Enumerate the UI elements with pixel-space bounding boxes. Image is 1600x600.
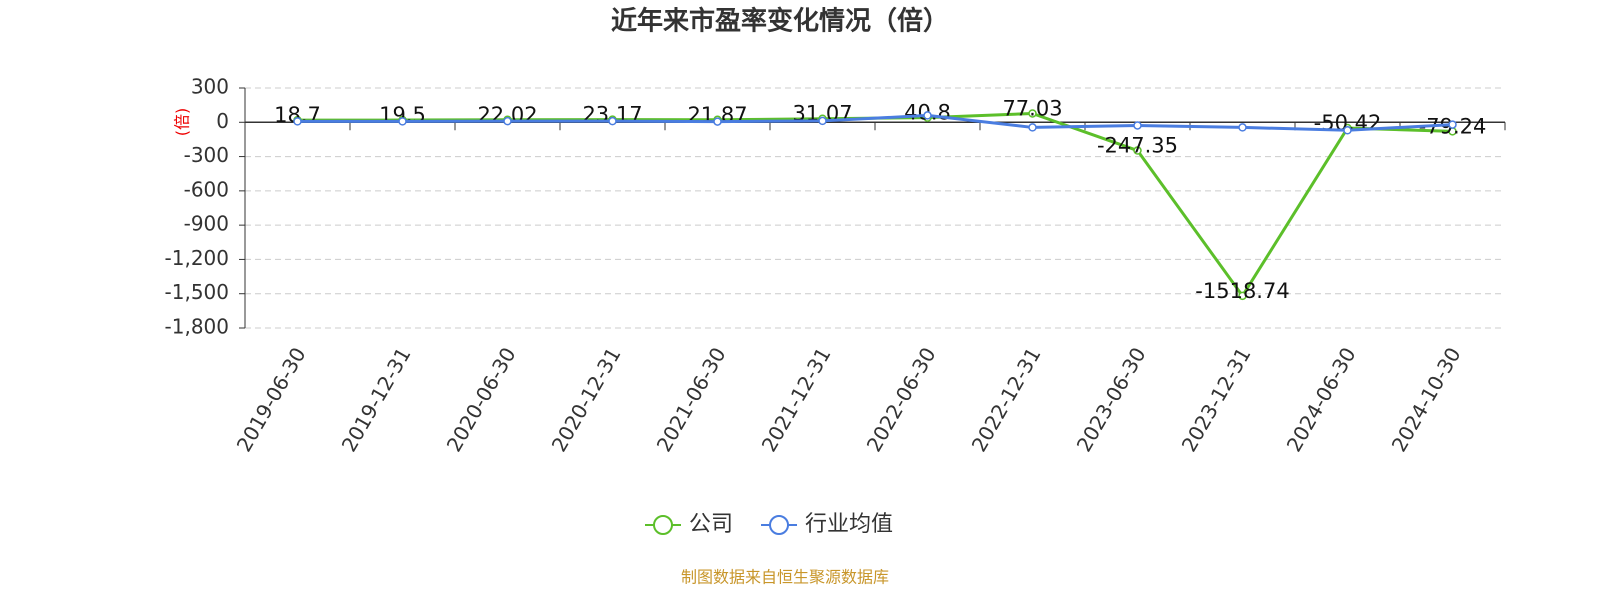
series-line (297, 113, 1453, 132)
x-tick-label: 2019-06-30 (232, 343, 311, 456)
data-point (1448, 120, 1457, 129)
chart-title: 近年来市盈率变化情况（倍） (611, 6, 949, 37)
y-axis-label: (倍) (173, 108, 192, 137)
y-tick-label: -1,500 (165, 280, 229, 304)
x-tick-label: 2022-12-31 (967, 343, 1046, 456)
series-line (297, 111, 1453, 299)
y-tick-label: -300 (184, 143, 229, 167)
x-tick-label: 2021-12-31 (757, 343, 836, 456)
legend-marker (653, 515, 673, 535)
data-point (818, 116, 827, 126)
data-point (503, 116, 512, 126)
x-tick-label: 2024-06-30 (1282, 343, 1361, 456)
y-tick-label: 0 (216, 109, 229, 133)
data-point (1028, 109, 1037, 118)
data-point (1028, 123, 1037, 132)
data-point (398, 117, 407, 126)
data-point (1133, 121, 1142, 130)
x-tick-label: 2019-12-31 (337, 343, 416, 456)
y-tick-label: -900 (184, 212, 229, 236)
x-tick-label: 2024-10-30 (1387, 343, 1466, 456)
y-tick-label: -600 (184, 177, 229, 201)
data-point (1133, 146, 1142, 155)
x-tick-label: 2021-06-30 (652, 343, 731, 456)
x-tick-label: 2020-12-31 (547, 343, 626, 456)
y-tick-label: -1,800 (165, 315, 229, 339)
legend-label: 公司 (689, 512, 733, 537)
data-label: 77.03 (1002, 96, 1062, 120)
legend-label: 行业均值 (805, 512, 893, 537)
y-tick-label: -1,200 (165, 246, 229, 270)
x-tick-label: 2022-06-30 (862, 343, 941, 456)
x-tick-label: 2020-06-30 (442, 343, 521, 456)
data-point (1238, 123, 1247, 132)
data-point (608, 116, 617, 126)
x-tick-label: 2023-06-30 (1072, 343, 1151, 456)
data-point (1343, 126, 1352, 135)
y-tick-label: 300 (191, 75, 229, 99)
data-point (923, 111, 932, 120)
data-label: -247.35 (1097, 134, 1178, 158)
data-point (713, 117, 722, 126)
data-point (1238, 291, 1247, 301)
legend-marker (769, 515, 790, 535)
source-note: 制图数据来自恒生聚源数据库 (681, 568, 889, 587)
x-tick-label: 2023-12-31 (1177, 343, 1256, 456)
data-label: -1518.74 (1195, 279, 1289, 303)
data-point (293, 117, 302, 126)
